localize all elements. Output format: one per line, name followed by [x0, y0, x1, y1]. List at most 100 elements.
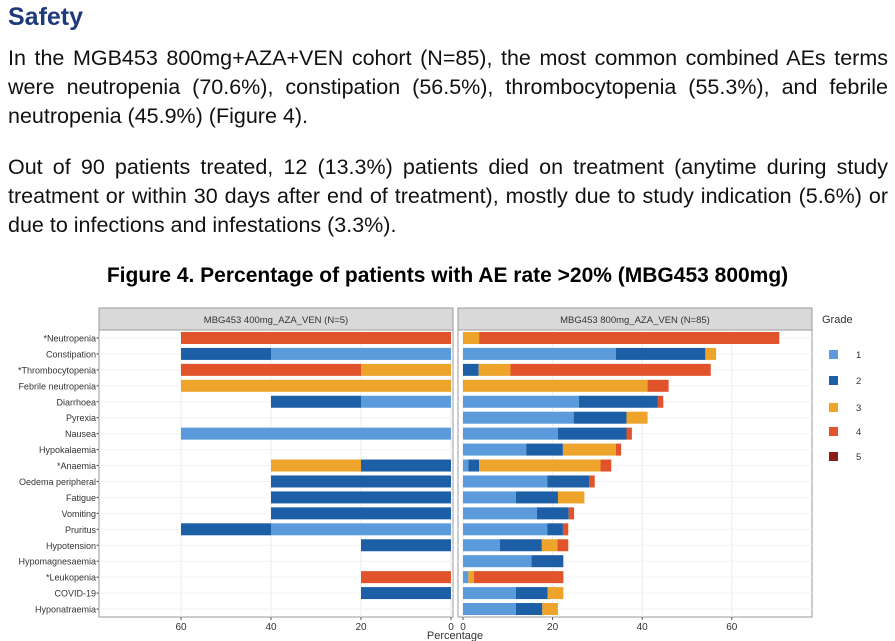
figure-title: Figure 4. Percentage of patients with AE…	[106, 264, 789, 287]
panel2-bar-hyponatraemia-grade-2	[515, 603, 543, 616]
legend-label-grade-5: 5	[856, 452, 861, 463]
legend-title: Grade	[822, 314, 853, 326]
category-label-febrile-neutropenia: Febrile neutropenia	[18, 381, 96, 391]
panel2-tick-label: 40	[637, 622, 649, 633]
panel1-title: MBG453 400mg_AZA_VEN (N=5)	[204, 315, 348, 326]
panel2-bar-neutropenia-grade-3	[463, 331, 480, 344]
category-label-vomiting: Vomiting	[61, 509, 96, 519]
panel2-plot-area	[457, 329, 813, 618]
panel2-bar-hypokalaemia-grade-4	[615, 443, 622, 456]
panel2-bar-constipation-grade-3	[705, 347, 717, 360]
x-axis-label: Percentage	[427, 630, 483, 641]
category-label-diarrhoea: Diarrhoea	[56, 397, 96, 407]
panel2-bar-leukopenia-grade-1	[463, 571, 469, 584]
category-label-constipation: Constipation	[46, 349, 96, 359]
panel2-bar-hypotension-grade-1	[463, 539, 500, 552]
category-label-thrombocytopenia: *Thrombocytopenia	[18, 365, 96, 375]
panel1-bar-pruritus-grade-2	[181, 523, 271, 536]
panel1-bar-pruritus-grade-1	[271, 523, 451, 536]
panel2-tick-label: 20	[547, 622, 559, 633]
panel1-bar-vomiting-grade-2	[271, 507, 451, 520]
panel1-bar-diarrhoea-grade-1	[361, 395, 451, 408]
panel1-bar-hypotension-grade-2	[361, 539, 451, 552]
panel2-bar-nausea-grade-1	[463, 427, 558, 440]
category-label-fatigue: Fatigue	[66, 493, 96, 503]
panel2-bar-constipation-grade-1	[463, 347, 616, 360]
section-heading: Safety	[8, 3, 84, 31]
panel2-bar-anaemia-grade-4	[600, 459, 612, 472]
panel2-bar-oedema-peripheral-grade-2	[547, 475, 590, 488]
panel2-bar-hypokalaemia-grade-3	[562, 443, 616, 456]
panel2-bar-hypokalaemia-grade-1	[463, 443, 527, 456]
panel1-tick-label: 40	[265, 622, 277, 633]
panel1-bar-constipation-grade-1	[271, 347, 451, 360]
category-label-covid-19: COVID-19	[54, 589, 96, 599]
panel2-bar-hyponatraemia-grade-3	[542, 603, 558, 616]
panel2-bar-pruritus-grade-1	[463, 523, 548, 536]
panel2-bar-leukopenia-grade-3	[468, 571, 474, 584]
panel2-bar-pyrexia-grade-2	[573, 411, 627, 424]
panel1-bar-nausea-grade-1	[181, 427, 451, 440]
panel2-bar-constipation-grade-2	[615, 347, 706, 360]
panel2-bar-anaemia-grade-3	[479, 459, 601, 472]
legend-swatch-grade-3	[829, 403, 838, 412]
panel2-bar-neutropenia-grade-4	[479, 331, 780, 344]
panel2-bar-fatigue-grade-3	[557, 491, 585, 504]
panel1-bar-oedema-peripheral-grade-2	[271, 475, 451, 488]
panel2-bar-pyrexia-grade-3	[626, 411, 648, 424]
panel1-plot-area	[98, 329, 454, 618]
panel2-bar-nausea-grade-4	[626, 427, 632, 440]
panel2-bar-hypomagnesaemia-grade-2	[531, 555, 564, 568]
category-label-hypokalaemia: Hypokalaemia	[39, 445, 96, 455]
category-label-pruritus: Pruritus	[65, 525, 97, 535]
panel2-bar-pruritus-grade-2	[547, 523, 563, 536]
panel2-bar-vomiting-grade-2	[536, 507, 569, 520]
category-label-nausea: Nausea	[65, 429, 96, 439]
panel2-bar-pyrexia-grade-1	[463, 411, 574, 424]
panel2-bar-fatigue-grade-1	[463, 491, 516, 504]
panel2-bar-febrile-neutropenia-grade-3	[463, 379, 648, 392]
legend-swatch-grade-1	[829, 350, 838, 359]
panel2-bar-anaemia-grade-1	[463, 459, 469, 472]
category-label-leukopenia: *Leukopenia	[46, 573, 96, 583]
panel2-bar-fatigue-grade-2	[515, 491, 558, 504]
panel2-bar-oedema-peripheral-grade-1	[463, 475, 548, 488]
category-label-hypomagnesaemia: Hypomagnesaemia	[18, 557, 96, 567]
panel2-bar-vomiting-grade-4	[568, 507, 575, 520]
panel2-bar-pruritus-grade-4	[562, 523, 569, 536]
panel1-bar-diarrhoea-grade-2	[271, 395, 361, 408]
paragraph-deaths-summary: Out of 90 patients treated, 12 (13.3%) p…	[8, 155, 888, 237]
panel1-tick-label: 0	[448, 622, 454, 633]
legend-label-grade-1: 1	[856, 350, 861, 361]
ae-rate-chart: MBG453 400mg_AZA_VEN (N=5)60 40 20 0MBG453 …	[18, 307, 861, 641]
panel2-bar-leukopenia-grade-4	[473, 571, 564, 584]
panel1-bar-neutropenia-grade-4	[181, 331, 451, 344]
legend-label-grade-4: 4	[856, 427, 861, 438]
panel1-bar-febrile-neutropenia-grade-3	[181, 379, 451, 392]
panel2-bar-diarrhoea-grade-2	[579, 395, 658, 408]
panel2-bar-thrombocytopenia-grade-3	[478, 363, 511, 376]
panel2-bar-nausea-grade-2	[557, 427, 627, 440]
panel1-bar-anaemia-grade-2	[361, 459, 451, 472]
legend-label-grade-2: 2	[856, 376, 861, 387]
panel1-tick-label: 20	[355, 622, 367, 633]
legend-swatch-grade-2	[829, 376, 838, 385]
panel2-bar-covid-19-grade-1	[463, 587, 516, 600]
category-label-pyrexia: Pyrexia	[66, 413, 96, 423]
panel2-bar-hyponatraemia-grade-1	[463, 603, 516, 616]
panel2-tick-label: 60	[726, 622, 738, 633]
panel2-bar-hypokalaemia-grade-2	[526, 443, 563, 456]
panel1-bar-anaemia-grade-3	[271, 459, 361, 472]
panel2-bar-oedema-peripheral-grade-4	[589, 475, 595, 488]
panel2-tick-label: 0	[460, 622, 466, 633]
panel2-bar-febrile-neutropenia-grade-4	[647, 379, 669, 392]
panel2-title: MBG453 800mg_AZA_VEN (N=85)	[560, 315, 710, 326]
panel1-bar-thrombocytopenia-grade-3	[361, 363, 451, 376]
legend-label-grade-3: 3	[856, 403, 861, 414]
panel1-bar-fatigue-grade-2	[271, 491, 451, 504]
category-label-oedema-peripheral: Oedema peripheral	[19, 477, 96, 487]
panel1-bar-constipation-grade-2	[181, 347, 271, 360]
panel2-bar-hypotension-grade-2	[499, 539, 542, 552]
panel2-bar-thrombocytopenia-grade-4	[510, 363, 711, 376]
paragraph-ae-summary: In the MGB453 800mg+AZA+VEN cohort (N=85…	[8, 46, 888, 128]
